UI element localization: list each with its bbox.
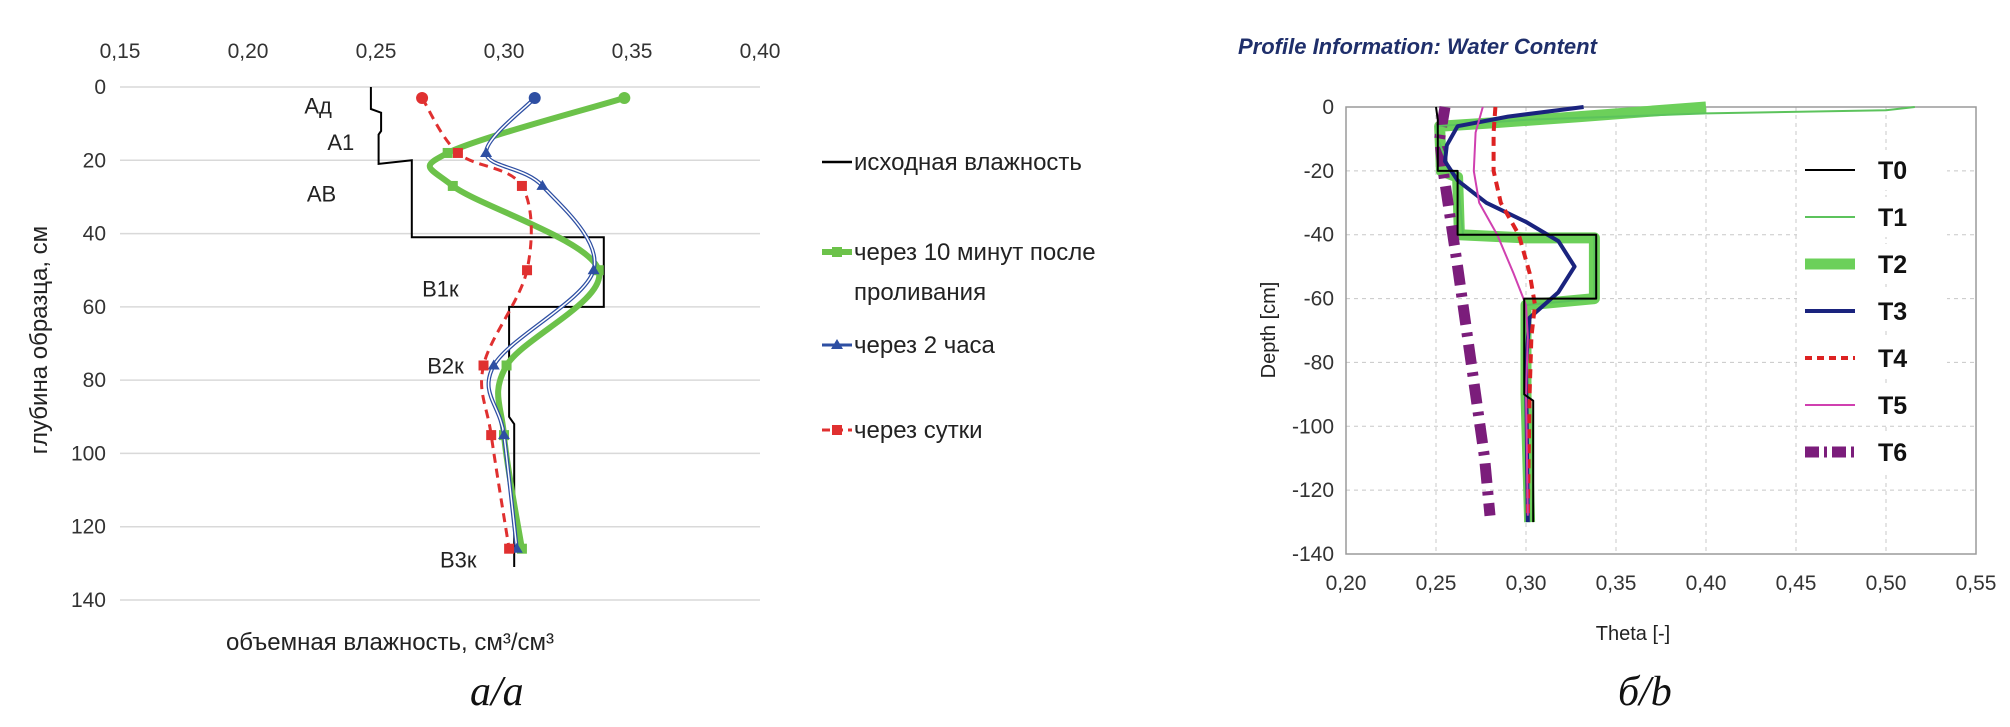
panel-a-chart: 0 20 40 60 80 100 120 140 0,15 0,20 0,25 0,30 0,35 0,… [26,40,1096,656]
x-tick-label: 0,20 [228,40,269,63]
legend-label-3: через 2 часа [854,332,996,359]
series-2-point [516,543,527,554]
series-t6-line [1434,106,1496,517]
x-tick-label: 0,15 [100,40,141,63]
series-t5-line [1472,106,1529,516]
series-2-point [447,180,458,191]
series-2-line [426,95,626,550]
series-1-line [369,87,605,567]
x-axis-title: Theta [-] [1596,623,1670,645]
series-3-point [587,264,600,275]
x-axis-title: объемная влажность, см³/см³ [226,629,554,656]
x-tick-label: 0,40 [740,40,781,63]
horizon-label: В3к [440,548,477,573]
y-tick-label: 0 [94,76,106,99]
x-tick-label: 0,25 [356,40,397,63]
y-tick-label: 20 [83,149,106,172]
series-4-point [504,543,515,554]
series-3-point [498,429,510,440]
series-4-point [522,265,533,276]
legend-label-t6: T6 [1878,439,1907,467]
series-3-point [536,179,549,190]
y-tick-label: -100 [1292,415,1334,438]
series-4-point [478,360,489,371]
legend-label-t5: T5 [1878,392,1907,420]
horizon-label: А1 [327,130,354,155]
y-tick-label: -120 [1292,479,1334,502]
caption-a: а/a [470,669,524,715]
y-tick-label: 140 [71,589,106,612]
series-t4-line [1491,106,1537,516]
legend-label-t0: T0 [1878,157,1907,185]
x-tick-label: 0,40 [1686,572,1727,595]
series-2-point [593,265,604,276]
horizon-label: В2к [427,353,464,378]
y-tick-label: -20 [1304,160,1334,183]
legend-bg-t6 [1797,432,1947,472]
series-4-point [516,180,527,191]
y-tick-label: 60 [83,296,106,319]
y-axis-title: Depth [cm] [1258,282,1280,379]
horizon-label: Ад [304,93,332,118]
horizon-label: В1к [422,277,459,302]
horizon-label: АВ [307,181,336,206]
series-3-line-inner [485,97,596,549]
legend-marker-2 [832,247,842,257]
chart-title: Profile Information: Water Content [1238,34,1599,59]
x-tick-label: 0,20 [1326,572,1367,595]
series-2-point [618,91,631,104]
x-tick-label: 0,55 [1956,572,1997,595]
legend-label-t3: T3 [1878,298,1907,326]
series-4-point [452,147,463,158]
legend-label-2-cont: проливания [854,279,986,306]
series-4-point [416,91,429,104]
y-axis-title: глубина образца, см [26,226,53,454]
y-tick-label: -60 [1304,288,1334,311]
panel-b-chart: Profile Information: Water Content 0,20 0,… [1238,34,1996,645]
y-tick-label: 80 [83,369,106,392]
y-tick-label: 40 [83,223,106,246]
caption-b: б/b [1618,669,1672,715]
legend-label-t2: T2 [1878,251,1907,279]
y-tick-label: 0 [1322,96,1334,119]
legend-marker-4 [832,425,842,435]
y-tick-label: 100 [71,442,106,465]
series-3-point [487,359,500,370]
series-3-point [480,146,493,157]
legend-label-2: через 10 минут после [854,239,1096,266]
series-t2-line [1434,101,1707,523]
x-tick-label: 0,25 [1416,572,1457,595]
x-tick-label: 0,30 [1506,572,1547,595]
series-t0-line [1435,106,1598,523]
legend-marker-3 [831,339,843,349]
x-tick-label: 0,45 [1776,572,1817,595]
x-tick-label: 0,35 [612,40,653,63]
y-tick-label: -80 [1304,351,1334,374]
series-2-point [442,147,453,158]
legend-label-4: через сутки [854,417,983,444]
series-3-point [528,91,541,104]
y-tick-label: 120 [71,516,106,539]
x-tick-label: 0,35 [1596,572,1637,595]
legend-label-t4: T4 [1878,345,1907,373]
x-tick-label: 0,30 [484,40,525,63]
y-tick-label: -40 [1304,224,1334,247]
series-4-point [486,430,497,441]
x-tick-label: 0,50 [1866,572,1907,595]
y-tick-label: -140 [1292,543,1334,566]
series-2-point [501,360,512,371]
legend-label-1: исходная влажность [854,149,1082,176]
legend-label-t1: T1 [1878,204,1907,232]
